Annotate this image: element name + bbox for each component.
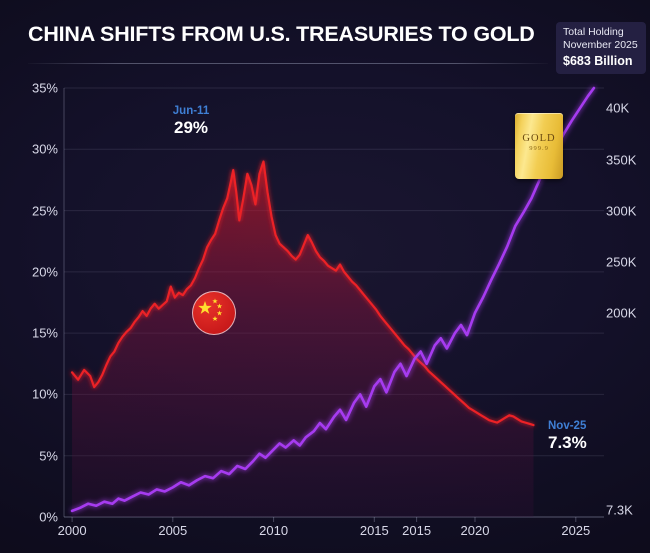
- annotation-now-value: 7.3%: [548, 433, 587, 452]
- x-tick-label: 2025: [561, 523, 591, 538]
- china-flag-stars: [198, 298, 223, 321]
- x-tick-label: 2010: [259, 523, 289, 538]
- annotation-now: Nov-25 7.3%: [548, 419, 618, 453]
- y-right-tick-label: 300K: [606, 203, 637, 219]
- x-tick-label: 2000: [57, 523, 87, 538]
- y-left-tick-label: 10%: [31, 386, 58, 402]
- x-tick-label: 2005: [158, 523, 188, 538]
- y-right-tick-label: 7.3K: [606, 502, 633, 517]
- badge-value: $683 Billion: [563, 54, 633, 68]
- y-axis-left: 0% 5% 10% 15% 20% 25% 30% 35%: [0, 0, 58, 553]
- y-left-tick-label: 30%: [31, 141, 58, 157]
- page-title: CHINA SHIFTS FROM U.S. TREASURIES TO GOL…: [28, 22, 535, 46]
- annotation-peak-date: Jun-11: [172, 105, 210, 117]
- gold-bar-icon: GOLD 999.9: [515, 113, 563, 179]
- x-tick-label: 2015: [359, 523, 389, 538]
- y-right-tick-label: 350K: [606, 152, 637, 167]
- y-left-tick-label: 25%: [31, 203, 58, 219]
- y-right-tick-label: 200K: [606, 305, 637, 321]
- title-divider: [28, 63, 548, 64]
- y-left-tick-label: 35%: [31, 80, 58, 96]
- badge-label-line2: November 2025: [563, 39, 638, 51]
- y-left-tick-label: 5%: [39, 448, 58, 464]
- annotation-now-date: Nov-25: [548, 420, 587, 432]
- y-left-tick-label: 20%: [31, 264, 58, 280]
- y-left-tick-label: 15%: [31, 325, 58, 341]
- x-tick-label: 2020: [460, 523, 490, 538]
- annotation-peak: Jun-11 29%: [151, 104, 231, 138]
- china-flag-icon: [192, 291, 236, 335]
- y-right-tick-label: 250K: [606, 254, 637, 270]
- gold-bar-purity: 999.9: [529, 145, 549, 152]
- y-left-tick-label: 0%: [39, 509, 58, 525]
- y-axis-right: 7.3K 200K 250K 300K 350K 40K: [606, 0, 650, 553]
- x-tick-label: 2015: [402, 523, 432, 538]
- y-right-tick-label: 40K: [606, 100, 630, 116]
- badge-label-line1: Total Holding: [563, 26, 624, 38]
- total-holding-badge: Total Holding November 2025 $683 Billion: [556, 22, 646, 74]
- annotation-peak-value: 29%: [173, 118, 209, 137]
- gold-bar-label: GOLD: [522, 133, 556, 144]
